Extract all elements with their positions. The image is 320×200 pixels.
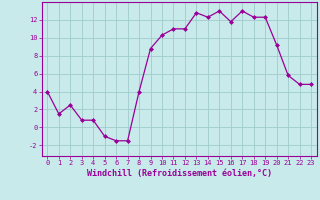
- X-axis label: Windchill (Refroidissement éolien,°C): Windchill (Refroidissement éolien,°C): [87, 169, 272, 178]
